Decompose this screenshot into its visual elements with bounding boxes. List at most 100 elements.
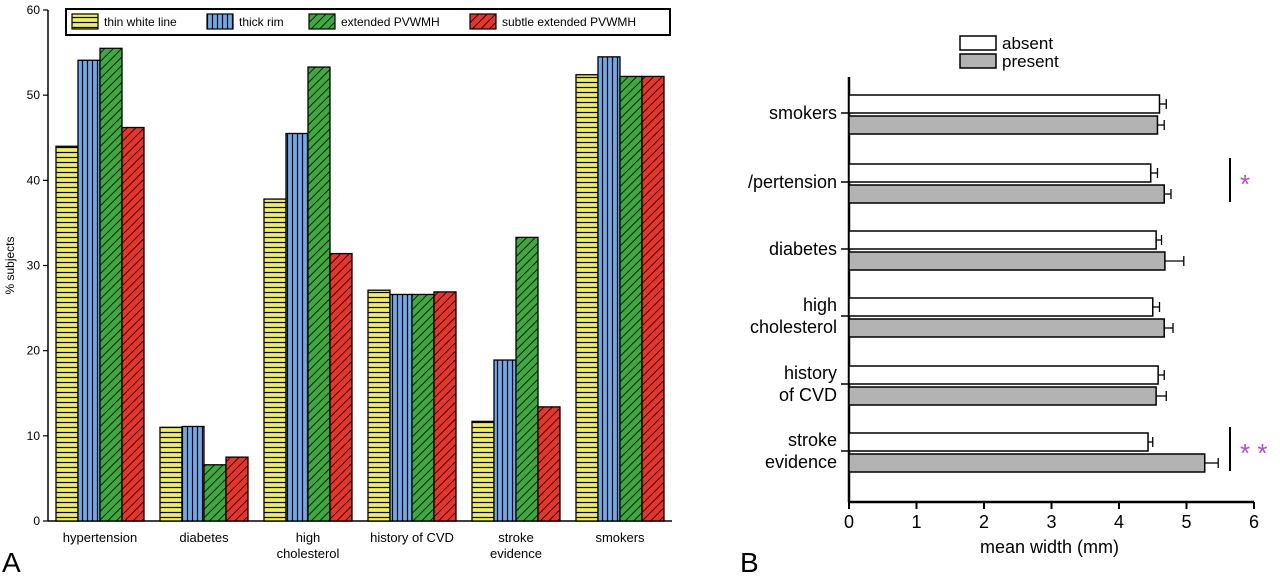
panel-a-letter: A [2,547,21,576]
x-tick-label-line: cholesterol [277,546,340,561]
y-tick-label: 0 [33,514,40,528]
bar-stroke-evidence-present [848,453,1206,473]
bar-high-cholesterol-subtle-extended-pvwmh [329,252,353,522]
x-tick-label-line: evidence [490,546,542,561]
bar-diabetes-extended-pvwmh-hatch [204,464,226,521]
y-tick-label: smokers [769,103,837,123]
y-tick-label: 40 [27,173,41,187]
bar-hypertension-thin-white-line-hatch [56,146,78,521]
y-tick-label-line: evidence [765,452,837,472]
panel-b-letter: B [740,547,759,576]
bar-high-cholesterol-subtle-extended-pvwmh-hatch [330,253,352,521]
y-tick-label: 30 [27,259,41,273]
bar-high-cholesterol-thick-rim-hatch [286,133,308,521]
bar-stroke-evidence-absent [848,432,1149,452]
panel-a-bar-chart: 0 10 20 30 40 50 60 % subjects hypertension diabe… [3,3,672,561]
bar-hypertension-thin-white-line [55,145,79,522]
x-tick-label-line: hypertension [63,530,137,545]
bar-history-of-cvd-absent [848,365,1159,385]
y-tick-label: 50 [27,88,41,102]
significance-asterisk: * [1240,169,1250,199]
x-axis-label: mean width (mm) [980,537,1119,557]
x-tick-label: smokers [595,530,645,545]
bar-smokers-thick-rim [597,56,621,522]
bar-smokers-present [848,115,1159,135]
panel-b-horizontal-bar-chart: 0 1 2 3 4 5 6 mean width (mm) smokers/pertension… [748,34,1268,557]
bar-smokers-thick-rim-hatch [598,56,620,521]
y-axis-label: % subjects [3,236,17,294]
x-tick-label: 1 [911,512,921,532]
y-tick-label: stroke evidence [765,430,837,472]
legend-label-subtle-extended-pvwmh: subtle extended PVWMH [502,15,636,29]
bar-diabetes-thin-white-line [159,426,183,522]
bar-smokers-absent [848,94,1161,114]
legend-swatch-absent [959,35,997,51]
bar-diabetes-present [848,251,1166,271]
bar-diabetes-thick-rim-hatch [182,426,204,521]
legend-label-present: present [1002,52,1059,71]
legend-swatch-extended-pvwmh-outline [308,13,336,30]
x-tick-label: 0 [844,512,854,532]
bar-high-cholesterol-extended-pvwmh-hatch [308,67,330,521]
y-tick-label-line: smokers [769,103,837,123]
legend-swatch-extended-pvwmh-hatch [309,14,335,29]
bar-smokers-extended-pvwmh [619,75,643,522]
bar-history-of-cvd-thick-rim-hatch [390,294,412,521]
x-tick-label: stroke evidence [490,530,542,561]
bar-stroke-evidence-subtle-extended-pvwmh-hatch [538,406,560,521]
y-tick-label-line: cholesterol [750,317,837,337]
bar-smokers-subtle-extended-pvwmh [641,75,665,522]
bar-stroke-evidence-subtle-extended-pvwmh-outline [537,406,561,522]
legend-swatch-present [959,53,997,69]
bar-diabetes-absent [848,230,1157,250]
y-tick-label: 10 [27,429,41,443]
legend-label-extended-pvwmh: extended PVWMH [341,15,440,29]
bar-history-of-cvd-subtle-extended-pvwmh [433,291,457,522]
bar-hypertension-thick-rim-hatch [78,60,100,522]
x-tick-label: 5 [1181,512,1191,532]
legend-label-thick-rim: thick rim [239,15,284,29]
bar-hypertension-extended-pvwmh-hatch [100,48,122,521]
bar-stroke-evidence-thick-rim-hatch [494,360,516,521]
x-tick-label-line: history of CVD [370,530,454,545]
legend-swatch-thin-white-line-hatch [72,14,98,29]
bar-smokers-subtle-extended-pvwmh-hatch [642,76,664,522]
bar-history-of-cvd-subtle-extended-pvwmh-hatch [434,291,456,521]
x-tick-label: 2 [979,512,989,532]
x-tick-label: diabetes [179,530,229,545]
y-tick-label-line: stroke [788,430,837,450]
x-tick-label-line: stroke [498,530,533,545]
bar-stroke-evidence-extended-pvwmh-outline [515,236,539,522]
bar-stroke-evidence-thick-rim [493,359,517,522]
bar-high-cholesterol-thin-white-line [263,198,287,522]
bar-diabetes-subtle-extended-pvwmh-outline [225,456,249,522]
y-tick-label: 60 [27,3,41,17]
significance-asterisk: * * [1240,438,1267,468]
bar-smokers-thin-white-line [575,74,599,522]
x-tick-label: history of CVD [370,530,454,545]
y-tick-label-line: of CVD [779,385,837,405]
bar-pertension-absent [848,163,1152,183]
y-tick-label: diabetes [769,239,837,259]
legend-swatch-subtle-extended-pvwmh-outline [469,13,497,30]
y-tick-label-line: diabetes [769,239,837,259]
bar-history-of-cvd-present [848,386,1157,406]
y-tick-label-line: history [784,363,837,383]
legend-swatch-thick-rim-outline [206,13,234,30]
bar-diabetes-subtle-extended-pvwmh-hatch [226,457,248,521]
bar-smokers-subtle-extended-pvwmh-outline [641,75,665,522]
x-tick-label-line: high [296,530,321,545]
y-tick-label-line: high [803,295,837,315]
bar-pertension-present [848,184,1165,204]
bar-hypertension-extended-pvwmh [99,47,123,522]
legend-swatch-thick-rim-hatch [207,14,233,29]
bar-stroke-evidence-extended-pvwmh [515,236,539,522]
bar-history-of-cvd-subtle-extended-pvwmh-outline [433,291,457,522]
y-tick-label-line: /pertension [748,172,837,192]
bar-high-cholesterol-extended-pvwmh [307,66,331,522]
bar-diabetes-thin-white-line-hatch [160,427,182,521]
bar-hypertension-subtle-extended-pvwmh-outline [121,126,145,522]
x-tick-label: 4 [1114,512,1124,532]
bar-high-cholesterol-subtle-extended-pvwmh-outline [329,252,353,522]
